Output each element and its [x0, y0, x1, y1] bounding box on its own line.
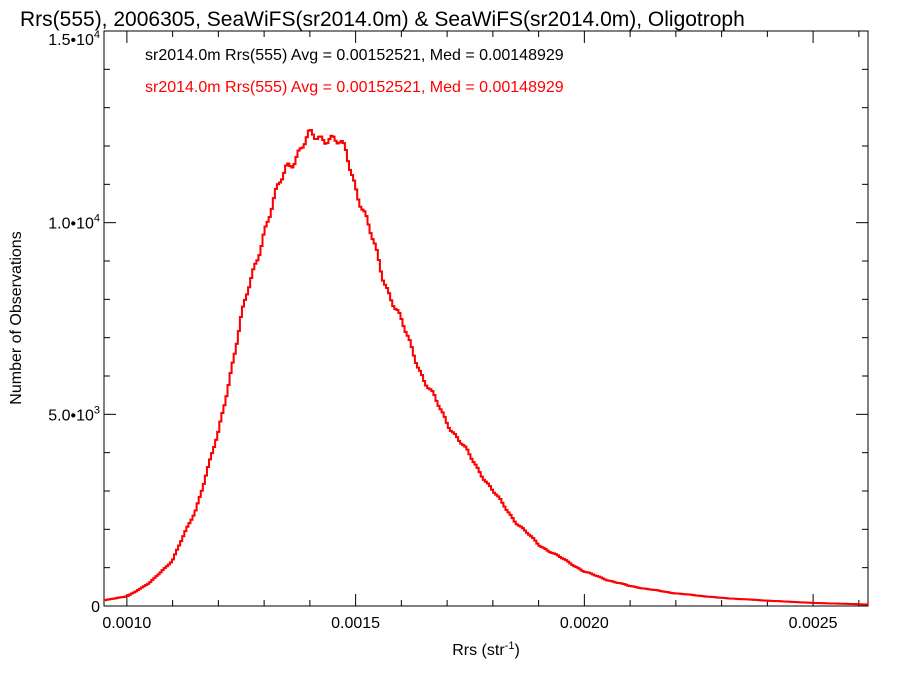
- y-tick-exponent: 4: [94, 213, 100, 225]
- x-axis-label-close: ): [514, 642, 519, 659]
- histogram-line-black: [104, 129, 869, 606]
- x-tick-label: 0.0020: [560, 615, 609, 632]
- y-tick-label: 1.5•104: [48, 29, 100, 49]
- chart-title: Rrs(555), 2006305, SeaWiFS(sr2014.0m) & …: [20, 8, 745, 31]
- y-tick-mantissa: 5.0•10: [48, 407, 94, 424]
- x-axis-label-sup: -1: [505, 640, 515, 652]
- legend-annotation-black: sr2014.0m Rrs(555) Avg = 0.00152521, Med…: [145, 47, 564, 64]
- x-tick-label: 0.0015: [331, 615, 380, 632]
- x-axis-label-main: Rrs (str: [452, 642, 505, 659]
- x-tick-label: 0.0010: [102, 615, 151, 632]
- x-axis: 0.0010 0.0015 0.0020 0.0025: [102, 31, 860, 632]
- y-tick-label: 1.0•104: [48, 213, 100, 233]
- y-axis-label: Number of Observations: [8, 231, 25, 404]
- histogram-line-red: [104, 128, 869, 606]
- histogram-series: [104, 128, 869, 606]
- y-tick-mantissa: 0: [91, 599, 100, 616]
- y-tick-mantissa: 1.5•10: [48, 32, 94, 49]
- plot-frame: [103, 30, 869, 607]
- x-axis-label: Rrs (str-1): [452, 640, 520, 659]
- y-tick-exponent: 3: [94, 404, 100, 416]
- legend-annotation-red: sr2014.0m Rrs(555) Avg = 0.00152521, Med…: [145, 79, 564, 96]
- y-tick-label: 5.0•103: [48, 404, 100, 424]
- y-tick-label: 0: [91, 599, 100, 616]
- y-tick-mantissa: 1.0•10: [48, 216, 94, 233]
- x-tick-label: 0.0025: [789, 615, 838, 632]
- y-tick-exponent: 4: [94, 29, 100, 41]
